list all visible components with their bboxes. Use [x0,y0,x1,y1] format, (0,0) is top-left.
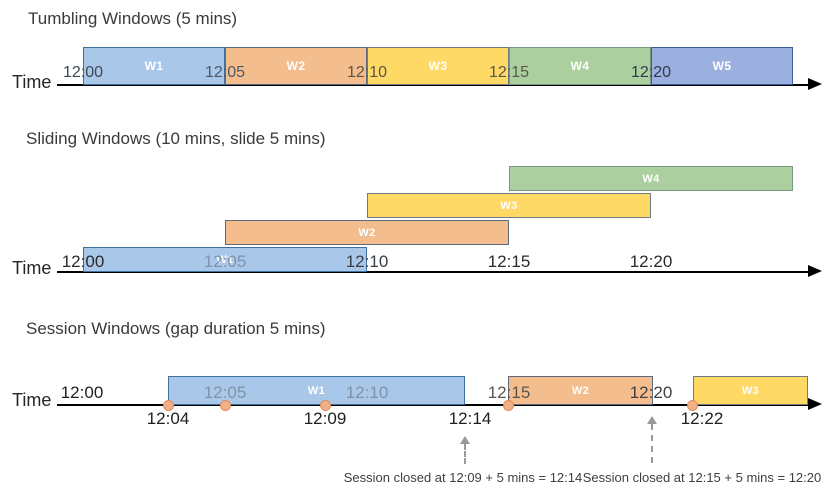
sliding-window-label: W3 [500,199,518,212]
session-window-w3: W3 [693,376,808,405]
dashed-up-arrow-icon [647,416,657,424]
tumbling-title: Tumbling Windows (5 mins) [28,9,238,28]
event-dot [502,399,514,411]
sliding-window-w2: W2 [225,220,509,245]
session-window-label: W1 [307,384,326,397]
tumbling-window-w3: W3 [367,47,509,85]
sliding-tick-label: 12:10 [345,252,389,271]
sliding-timeline [57,271,808,273]
dashed-arrow-stem [464,444,466,464]
sliding-tick-label: 12:15 [487,252,531,271]
tumbling-timeline-arrow-icon [808,78,822,90]
tumbling-window-w5: W5 [651,47,793,85]
session-window-label: W3 [741,384,760,397]
dashed-up-arrow-icon [460,436,470,444]
sliding-window-label: W1 [216,253,234,266]
sliding-window-label: W2 [358,226,376,239]
tumbling-window-label: W1 [144,59,164,73]
session-closed-annotation: Session closed at 12:15 + 5 mins = 12:20 [582,470,822,485]
event-dot [162,399,174,411]
tumbling-tick-label: 12:15 [488,64,530,81]
session-time-axis-label: Time [12,390,52,410]
sliding-tick-label: 12:00 [61,252,105,271]
sliding-timeline-arrow-icon [808,265,822,277]
tumbling-window-w4: W4 [509,47,651,85]
session-closed-annotation: Session closed at 12:09 + 5 mins = 12:14 [343,470,583,485]
tumbling-tick-label: 12:20 [630,64,672,81]
sliding-window-w4: W4 [509,166,793,191]
sliding-title: Sliding Windows (10 mins, slide 5 mins) [26,129,326,148]
session-tick-label: 12:00 [60,383,104,402]
session-timeline [57,404,808,406]
session-title: Session Windows (gap duration 5 mins) [26,319,326,338]
event-time-label: 12:09 [303,409,347,428]
sliding-tick-label: 12:05 [203,252,247,271]
sliding-time-axis-label: Time [12,258,52,278]
session-timeline-arrow-icon [808,398,822,410]
session-window-w2: W2 [508,376,653,405]
tumbling-tick-label: 12:00 [62,64,104,81]
sliding-window-w3: W3 [367,193,651,218]
event-time-label: 12:22 [680,409,724,428]
tumbling-window-label: W2 [286,59,306,73]
tumbling-window-label: W5 [712,59,732,73]
tumbling-timeline [57,84,808,86]
tumbling-window-label: W4 [570,59,590,73]
sliding-window-w1: W1 [83,247,367,272]
tumbling-tick-label: 12:10 [346,64,388,81]
sliding-tick-label: 12:20 [629,252,673,271]
session-tick-label: 12:05 [203,383,247,402]
sliding-window-label: W4 [642,172,660,185]
session-window-label: W2 [571,384,590,397]
event-dot [219,399,231,411]
tumbling-window-w1: W1 [83,47,225,85]
event-dot [686,399,698,411]
session-tick-label: 12:20 [629,383,673,402]
event-time-label: 12:14 [448,409,492,428]
session-window-w1: W1 [168,376,465,405]
dashed-arrow-stem [651,424,653,463]
session-tick-label: 12:10 [345,383,389,402]
tumbling-window-label: W3 [428,59,448,73]
tumbling-window-w2: W2 [225,47,367,85]
session-tick-label: 12:15 [487,383,531,402]
tumbling-time-axis-label: Time [12,72,52,92]
event-time-label: 12:04 [146,409,190,428]
tumbling-tick-label: 12:05 [204,64,246,81]
event-dot [319,399,331,411]
